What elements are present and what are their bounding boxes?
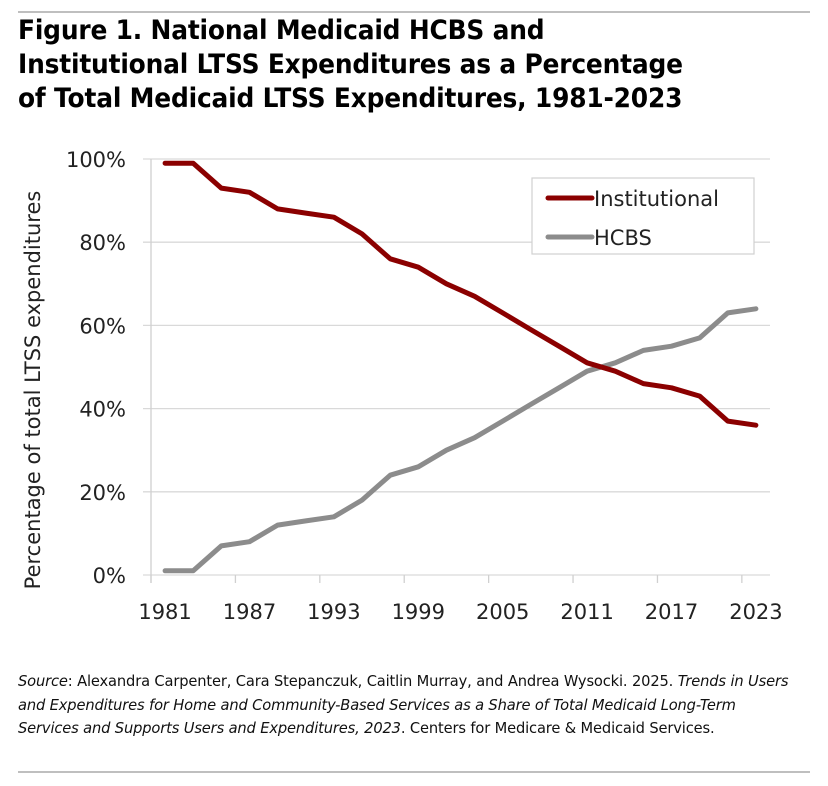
x-tick-label: 2017: [645, 600, 698, 624]
x-tick-label: 1987: [223, 600, 276, 624]
axes: [150, 159, 743, 583]
source-report-title: Trends in Users and Expenditures for Hom…: [18, 672, 789, 737]
x-tick-label: 1999: [392, 600, 445, 624]
title-line: of Total Medicaid LTSS Expenditures, 198…: [18, 83, 683, 114]
y-tick-label: 20%: [79, 481, 126, 505]
source-note: Source: Alexandra Carpenter, Cara Stepan…: [18, 670, 790, 741]
title-line: Figure 1. National Medicaid HCBS and: [18, 15, 545, 46]
series-line-institutional: [162, 160, 759, 428]
line-chart: 0% 20% 40% 60% 80% 100% 1981 1987 1993 1999 2005 2…: [21, 148, 783, 624]
y-tick-label: 60%: [79, 314, 126, 338]
x-tick-label: 2011: [560, 600, 613, 624]
bottom-rule: [18, 771, 810, 773]
figure-title: Figure 1. National Medicaid HCBS and Ins…: [18, 14, 770, 116]
series-lines: [162, 160, 759, 574]
source-publisher: . Centers for Medicare & Medicaid Servic…: [400, 719, 715, 737]
y-tick-label: 100%: [66, 148, 126, 172]
y-tick-labels: 0% 20% 40% 60% 80% 100%: [66, 148, 126, 588]
top-rule: [18, 11, 810, 13]
x-tick-label: 2023: [729, 600, 782, 624]
y-tick-label: 40%: [79, 398, 126, 422]
source-label: Source: [18, 672, 68, 690]
y-tick-label: 80%: [79, 231, 126, 255]
y-axis-label: Percentage of total LTSS expenditures: [21, 191, 45, 590]
legend: Institutional HCBS: [531, 177, 755, 255]
legend-box: [531, 177, 755, 255]
x-tick-label: 1981: [138, 600, 191, 624]
series-line-hcbs: [162, 306, 759, 574]
title-line: Institutional LTSS Expenditures as a Per…: [18, 49, 683, 80]
gridlines: [143, 158, 770, 576]
legend-label-institutional: Institutional: [594, 187, 719, 211]
legend-label-hcbs: HCBS: [594, 226, 652, 250]
x-tick-label: 2005: [476, 600, 529, 624]
x-tick-label: 1993: [307, 600, 360, 624]
y-tick-label: 0%: [93, 564, 126, 588]
source-authors: : Alexandra Carpenter, Cara Stepanczuk, …: [67, 672, 678, 690]
x-tick-labels: 1981 1987 1993 1999 2005 2011 2017 2023: [138, 600, 782, 624]
